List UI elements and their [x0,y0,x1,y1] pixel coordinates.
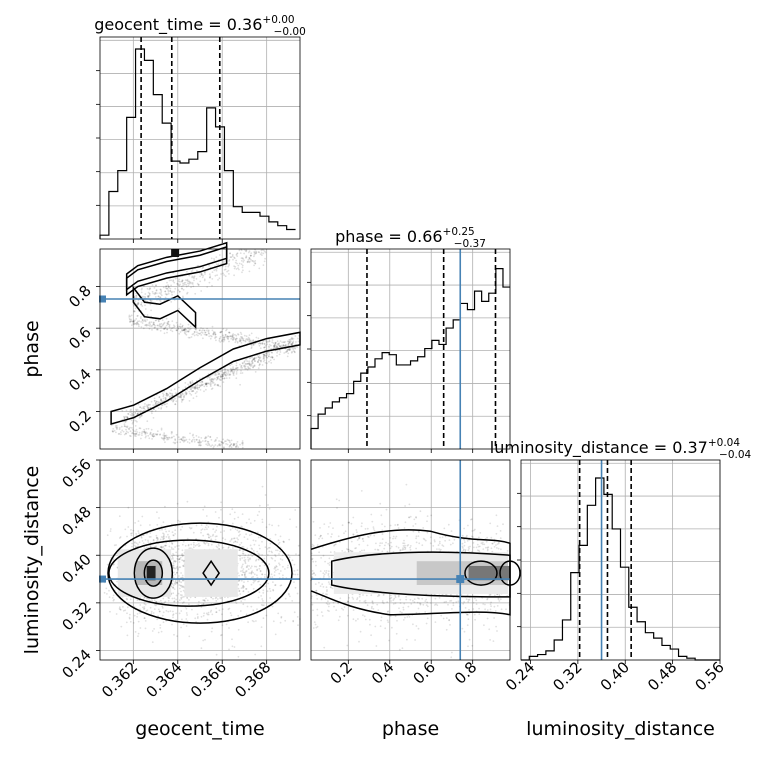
hist-panel-luminosity_distance: luminosity_distance = 0.37+0.04 −0.04 [490,437,752,664]
x-tick-label-geocent_time: 0.366 [187,658,230,701]
hist-panel-geocent_time: geocent_time = 0.36+0.00 −0.00 [94,14,306,243]
x-tick-label-phase: 0.6 [409,658,439,688]
y-tick-label-phase: 0.8 [65,282,95,312]
x-tick-label-geocent_time: 0.362 [98,658,141,701]
x-tick-label-geocent_time: 0.368 [231,658,274,701]
contour-level-3 [464,560,498,586]
y-tick-label-luminosity_distance: 0.32 [58,598,94,634]
panel-luminosity_distance-vs-geocent_time: 0.24 0.32 0.40 0.48 0.56 0.362 0.364 0.366 0.368 [58,455,301,701]
panel-title-phase: phase = 0.66+0.25 −0.37 [335,226,486,250]
hist-geocent_time-grid [100,37,300,239]
x-tick-label-luminosity_distance: 0.24 [502,658,538,694]
density-peak [171,249,180,257]
ld-geocent-border [99,459,301,661]
contour-level-2 [108,539,270,607]
ld-geocent-contours [107,522,293,624]
hist-phase-border [310,248,511,450]
x-tick-label-luminosity_distance: 0.32 [549,658,585,694]
histogram-step-geocent_time [99,48,296,239]
hist-luminosity_distance-border [520,459,721,661]
truth-marker [99,295,106,303]
hist-geocent_time-background [100,37,300,239]
x-tick-label-phase: 0.8 [451,658,481,688]
contour-level-4 [143,559,164,587]
x-tick-label-geocent_time: 0.364 [143,658,186,701]
histogram-step-luminosity_distance [521,477,720,661]
y-tick-label-luminosity_distance: 0.24 [58,646,94,682]
histogram-step-phase [310,268,510,449]
hist-phase-background [311,249,510,449]
contour-outer-mid [132,285,197,329]
truth-marker [456,575,465,584]
y-tick-label-phase: 0.6 [65,323,95,353]
ld-phase-shading [333,552,510,594]
contour-level-3 [133,547,174,599]
ld-hist-xlabels: 0.24 0.32 0.40 0.48 0.56 [502,658,728,694]
x-tick-label-luminosity_distance: 0.56 [691,658,727,694]
contour-inner-upper [125,245,228,292]
hist-panel-phase: phase = 0.66+0.25 −0.37 [307,226,511,453]
x-axis-label-phase: phase [382,718,439,740]
y-tick-label-phase: 0.2 [65,407,95,437]
panel-luminosity_distance-vs-phase: 0.2 0.4 0.6 0.8 [310,459,521,688]
x-tick-label-phase: 0.4 [368,658,398,688]
axis-labels: geocent_time phase luminosity_distancephas… [21,320,715,740]
ld-phase-border [310,459,511,661]
panel-title-geocent_time: geocent_time = 0.36+0.00 −0.00 [94,14,306,38]
y-axis-label-luminosity_distance: luminosity_distance [21,466,43,655]
y-tick-label-phase: 0.4 [65,365,95,395]
panel-phase-vs-geocent_time: 0.2 0.4 0.6 0.8 [65,241,301,453]
x-axis-label-geocent_time: geocent_time [135,718,264,740]
y-tick-label-luminosity_distance: 0.40 [58,550,94,586]
y-tick-label-luminosity_distance: 0.48 [58,503,94,539]
hist-geocent_time-border [99,36,301,240]
x-axis-label-luminosity_distance: luminosity_distance [526,718,715,740]
contour-level-5 [202,559,221,587]
panel-title-luminosity_distance: luminosity_distance = 0.37+0.04 −0.04 [490,437,752,461]
y-tick-label-luminosity_distance: 0.56 [58,455,94,491]
x-tick-label-luminosity_distance: 0.48 [644,658,680,694]
x-tick-label-luminosity_distance: 0.40 [597,658,633,694]
contour-level-1 [107,522,293,624]
y-axis-label-phase: phase [21,320,43,377]
truth-marker [99,575,106,583]
phase-geocent-border [99,248,301,450]
x-tick-label-phase: 0.2 [327,658,357,688]
hist-phase-grid [311,249,510,449]
